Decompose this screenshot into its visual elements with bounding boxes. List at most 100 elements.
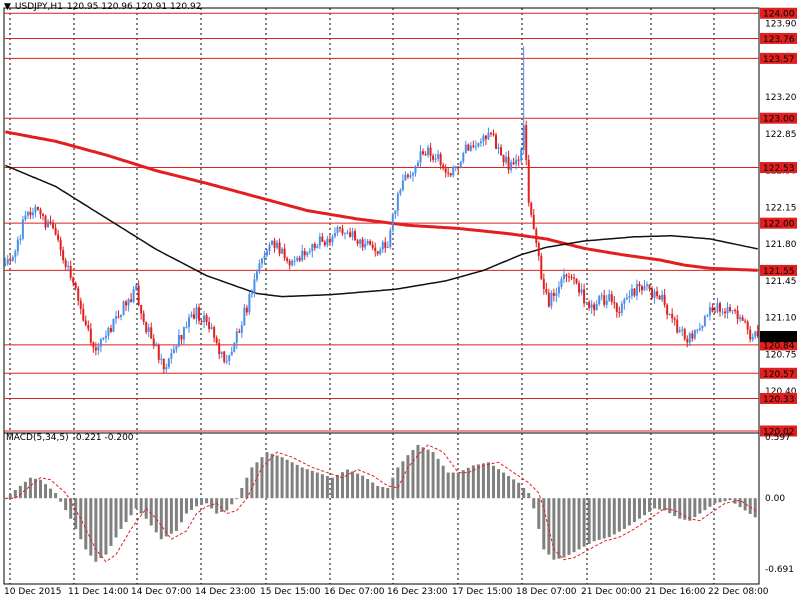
macd-bar <box>683 498 687 520</box>
macd-bar <box>49 488 53 499</box>
level-label: 120.84 <box>763 341 795 351</box>
macd-bar <box>577 498 581 550</box>
candle-body <box>643 286 646 291</box>
macd-bar <box>698 498 702 514</box>
macd-bar <box>325 475 329 499</box>
candle-body <box>482 135 485 142</box>
macd-bar <box>627 498 631 526</box>
macd-bar <box>265 452 269 499</box>
macd-bar <box>748 498 752 514</box>
candle-body <box>484 135 487 140</box>
macd-bar <box>502 472 506 499</box>
macd-bar <box>738 498 742 508</box>
candle-body <box>258 263 261 272</box>
macd-bar <box>210 498 214 509</box>
macd-bar <box>617 498 621 532</box>
macd-bar <box>557 498 561 559</box>
macd-bar <box>678 498 682 519</box>
level-label: 123.76 <box>763 35 795 45</box>
candle-body <box>87 324 90 329</box>
candle-body <box>24 215 27 220</box>
macd-bar <box>512 479 516 499</box>
candle-body <box>570 276 573 278</box>
candle-body <box>593 304 596 311</box>
candle-body <box>565 274 568 277</box>
candle-body <box>462 153 465 162</box>
chevron-down-icon[interactable]: ▼ <box>4 2 11 12</box>
candle-body <box>580 289 583 293</box>
macd-bar <box>602 498 606 539</box>
candle-body <box>147 327 150 332</box>
candle-body <box>545 289 548 293</box>
macd-bar <box>441 465 445 499</box>
candle-body <box>97 346 100 351</box>
macd-tick: -0.691 <box>765 565 794 575</box>
candle-body <box>427 147 430 156</box>
candle-body <box>746 321 749 330</box>
candle-body <box>376 251 379 254</box>
time-label: 10 Dec 2015 <box>4 587 62 597</box>
macd-bar <box>386 487 390 499</box>
candle-body <box>416 162 419 167</box>
candle-body <box>721 311 724 313</box>
candle-body <box>316 245 319 248</box>
candle-body <box>381 242 384 250</box>
macd-bar <box>431 452 435 499</box>
macd-bar <box>421 447 425 499</box>
candle-body <box>391 214 394 231</box>
candle-body <box>150 327 153 339</box>
candle-body <box>472 145 475 147</box>
macd-bar <box>139 498 143 514</box>
level-tag <box>760 112 797 124</box>
macd-bar <box>119 498 123 529</box>
candle-body <box>610 294 613 302</box>
candle-body <box>741 317 744 321</box>
candle-body <box>404 174 407 181</box>
macd-bar <box>23 481 27 499</box>
candle-body <box>137 285 140 305</box>
candle-body <box>510 162 513 170</box>
macd-bar <box>200 498 204 505</box>
macd-bar <box>89 498 93 556</box>
candle-body <box>318 236 321 246</box>
candle-body <box>615 303 618 312</box>
candle-body <box>293 260 296 262</box>
candle-body <box>497 147 500 149</box>
macd-bar <box>607 498 611 538</box>
candle-body <box>394 210 397 215</box>
candle-body <box>311 243 314 252</box>
candle-body <box>640 286 643 291</box>
macd-bar <box>456 472 460 499</box>
macd-bar <box>240 487 244 499</box>
candle-body <box>233 342 236 352</box>
macd-header: MACD(5,34,5) -0.221 -0.200 <box>6 433 138 443</box>
candle-body <box>308 251 311 253</box>
candle-body <box>625 297 628 300</box>
candle-body <box>54 228 57 235</box>
macd-bar <box>69 498 73 519</box>
price-tick: 123.90 <box>765 20 797 30</box>
candle-body <box>208 322 211 329</box>
macd-bar <box>461 470 465 499</box>
candle-body <box>525 125 528 160</box>
level-tag <box>760 32 797 44</box>
candle-body <box>708 307 711 316</box>
candle-body <box>77 288 80 301</box>
candle-body <box>399 190 402 194</box>
macd-bar <box>64 498 68 511</box>
macd-bar <box>18 485 22 499</box>
candle-body <box>396 193 399 211</box>
macd-bar <box>315 472 319 499</box>
candle-body <box>384 242 387 248</box>
candle-body <box>449 172 452 176</box>
candle-body <box>474 146 477 148</box>
macd-bar <box>562 498 566 558</box>
price-tick: 123.20 <box>765 93 797 103</box>
macd-bar <box>124 498 128 523</box>
macd-bar <box>54 493 58 499</box>
candle-body <box>457 166 460 169</box>
candle-body <box>36 206 39 210</box>
candle-body <box>354 231 357 241</box>
level-tag <box>760 425 797 437</box>
